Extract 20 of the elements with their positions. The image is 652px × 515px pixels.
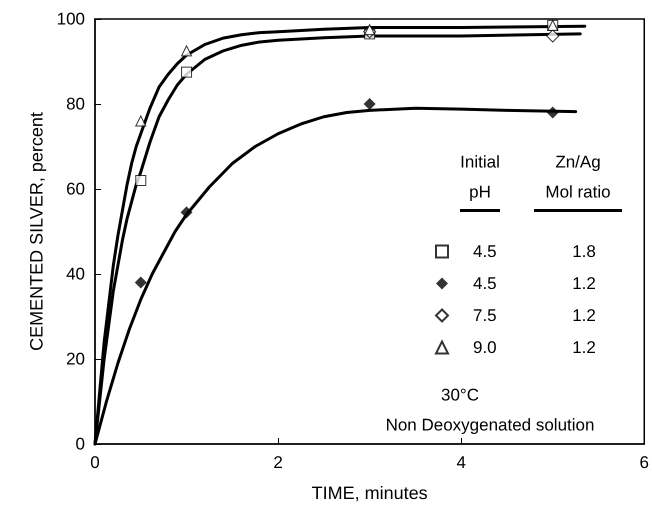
- x-axis-title: TIME, minutes: [312, 483, 428, 503]
- y-tick-label: 80: [66, 94, 85, 114]
- y-tick-label: 60: [66, 180, 85, 198]
- y-tick-label: 20: [66, 350, 85, 368]
- annotation: Non Deoxygenated solution: [386, 416, 594, 434]
- y-tick-label: 100: [56, 10, 85, 28]
- y-tick-label: 40: [66, 264, 85, 284]
- y-axis-title: CEMENTED SILVER, percent: [26, 112, 47, 351]
- legend-label: 7.5 1.2: [473, 306, 596, 325]
- x-tick-label: 0: [90, 453, 100, 472]
- annotation: 30°C: [441, 386, 479, 404]
- legend-label: 9.0 1.2: [473, 338, 596, 357]
- legend-label: 4.5 1.2: [473, 274, 596, 293]
- x-tick-label: 2: [273, 453, 283, 472]
- annotation: Zn/Ag Mol ratio: [545, 152, 611, 202]
- x-tick-label: 6: [640, 453, 650, 472]
- y-tick-label: 0: [76, 434, 85, 454]
- annotation: Initial pH: [460, 152, 500, 202]
- legend-label: 4.5 1.8: [473, 242, 596, 261]
- x-tick-label: 4: [456, 453, 466, 472]
